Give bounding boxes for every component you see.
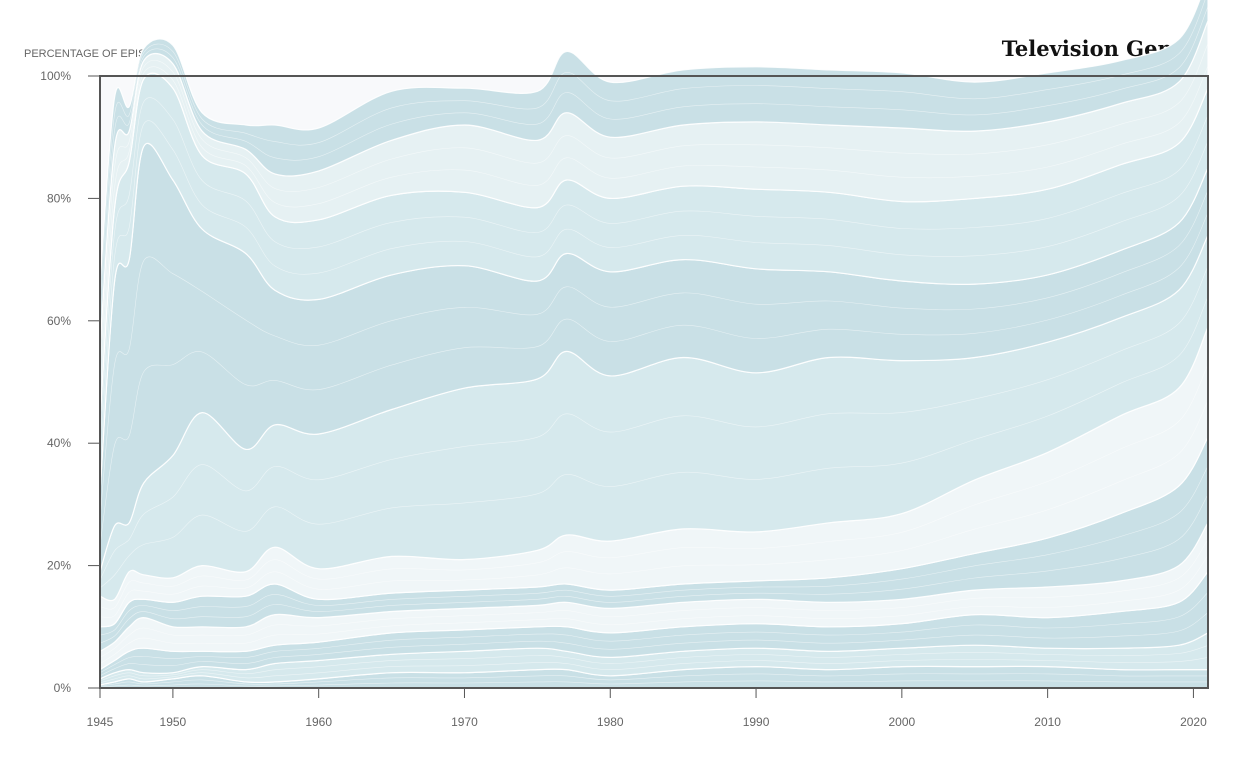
x-tick-label: 1945 bbox=[87, 715, 114, 729]
area-subline-9-2 bbox=[99, 97, 1209, 444]
x-tick-label: 2010 bbox=[1034, 715, 1061, 729]
y-tick-label: 0% bbox=[54, 681, 72, 695]
y-tick-label: 100% bbox=[40, 69, 71, 83]
x-tick-label: 2000 bbox=[888, 715, 915, 729]
area-subline-1-1 bbox=[99, 680, 1208, 688]
area-subline-8-1 bbox=[99, 212, 1209, 546]
axis-ticks: 1945 1950 1960 1970 1980 1990 2000 2010 2020 0% 20… bbox=[40, 69, 1207, 729]
area-subline-3-2 bbox=[99, 592, 1209, 674]
area-subline-2-2 bbox=[99, 645, 1209, 682]
area-subline-8-2 bbox=[99, 190, 1209, 520]
area-layer-11 bbox=[99, 0, 1209, 346]
x-tick-label: 1960 bbox=[305, 715, 332, 729]
plot-frame bbox=[99, 75, 1209, 689]
y-tick-label: 20% bbox=[47, 559, 71, 573]
x-tick-label: 1980 bbox=[597, 715, 624, 729]
x-tick-label: 1950 bbox=[160, 715, 187, 729]
x-tick-label: 2020 bbox=[1180, 715, 1207, 729]
y-tick-label: 80% bbox=[47, 191, 71, 205]
x-tick-label: 1970 bbox=[451, 715, 478, 729]
area-subline-6-1 bbox=[99, 400, 1209, 619]
area-subline-5-2 bbox=[99, 466, 1209, 636]
area-subline-11-1 bbox=[99, 6, 1209, 326]
area-subline-7-2 bbox=[99, 266, 1209, 581]
area-subline-3-1 bbox=[99, 612, 1209, 677]
area-subline-7-1 bbox=[99, 296, 1209, 589]
y-tick-label: 40% bbox=[47, 436, 71, 450]
area-subline-10-2 bbox=[99, 43, 1209, 371]
area-subline-4-2 bbox=[99, 539, 1209, 658]
area-subline-11-2 bbox=[99, 0, 1206, 305]
area-subline-10-1 bbox=[99, 65, 1209, 395]
area-subline-2-1 bbox=[99, 657, 1209, 684]
y-axis-label: PERCENTAGE OF EPISODES bbox=[24, 48, 177, 60]
area-subline-1-2 bbox=[99, 673, 1208, 687]
area-subline-6-2 bbox=[99, 364, 1209, 610]
area-subline-5-1 bbox=[99, 494, 1209, 644]
x-tick-label: 1990 bbox=[743, 715, 770, 729]
area-subline-9-1 bbox=[99, 120, 1209, 468]
area-subline-4-1 bbox=[99, 555, 1209, 664]
y-tick-label: 60% bbox=[47, 314, 71, 328]
